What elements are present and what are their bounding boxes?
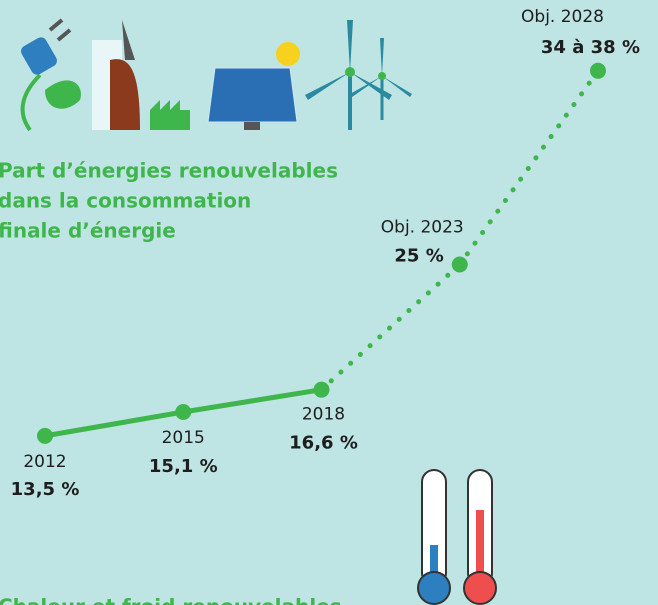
category-label: Obj. 2023 <box>381 218 464 238</box>
line-segment <box>457 68 601 267</box>
value-label: 15,1 % <box>149 456 218 477</box>
category-label: 2012 <box>23 452 66 472</box>
data-point <box>590 62 606 79</box>
footer: Chaleur et froid renouvelables <box>0 595 342 605</box>
value-label: 25 % <box>394 246 443 267</box>
value-label: 16,6 % <box>289 433 358 454</box>
data-point <box>37 427 53 444</box>
title-line: dans la consommation <box>0 189 251 213</box>
line-segment <box>180 387 324 415</box>
category-label: 2015 <box>162 428 205 448</box>
category-label: 2018 <box>302 405 345 425</box>
category-label: Obj. 2028 <box>521 7 604 27</box>
title-line: Part d’énergies renouvelables <box>0 159 338 183</box>
line-segment <box>319 262 463 393</box>
value-label: 34 à 38 % <box>541 37 640 58</box>
line-segment <box>42 409 186 439</box>
title-line: finale d’énergie <box>0 219 176 243</box>
value-label: 13,5 % <box>11 479 80 500</box>
data-point <box>451 256 468 273</box>
data-point <box>175 404 192 421</box>
icons <box>20 18 497 605</box>
data-point <box>313 381 330 398</box>
